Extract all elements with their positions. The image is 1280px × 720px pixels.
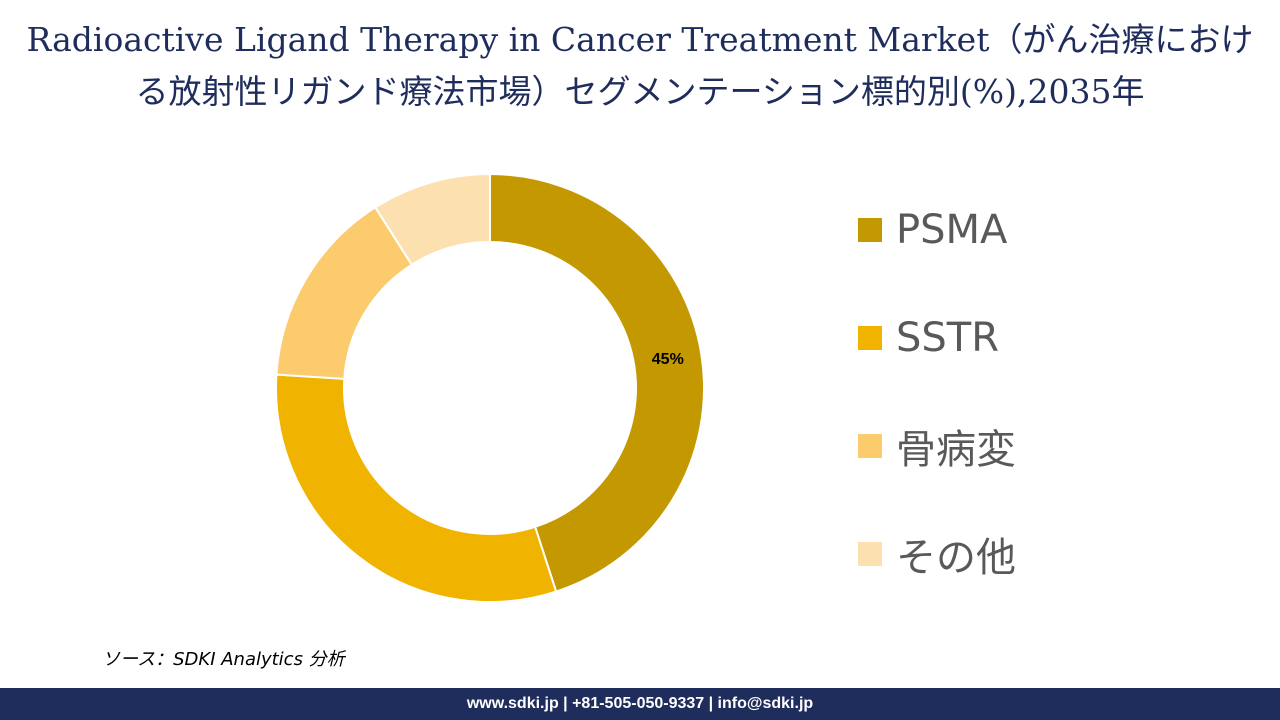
- legend-swatch-1: [858, 326, 882, 350]
- legend-swatch-3: [858, 542, 882, 566]
- legend-swatch-2: [858, 434, 882, 458]
- donut-slice-1: [275, 373, 558, 603]
- donut-slice-0: [489, 172, 705, 593]
- data-label-0: 45%: [652, 351, 684, 368]
- donut-slice-3: [373, 172, 491, 267]
- footer-contact-bar: www.sdki.jp | +81-505-050-9337 | info@sd…: [0, 688, 1280, 720]
- source-note: ソース：SDKI Analytics 分析: [102, 649, 345, 670]
- legend-item-3: その他: [858, 524, 1016, 584]
- legend-label-3: その他: [896, 535, 1016, 581]
- donut-chart-svg: 45%: [275, 172, 705, 603]
- legend-item-1: SSTR: [858, 308, 999, 368]
- chart-title: Radioactive Ligand Therapy in Cancer Tre…: [0, 14, 1280, 118]
- donut-chart: 45%: [262, 160, 718, 616]
- legend-label-0: PSMA: [896, 207, 1008, 253]
- chart-title-line1: Radioactive Ligand Therapy in Cancer Tre…: [26, 20, 1254, 59]
- legend-swatch-0: [858, 218, 882, 242]
- chart-title-line2: る放射性リガンド療法市場）セグメンテーション標的別(%),2035年: [135, 72, 1145, 111]
- legend-item-0: PSMA: [858, 200, 1007, 260]
- legend-label-2: 骨病変: [896, 427, 1016, 473]
- legend-label-1: SSTR: [896, 315, 1000, 361]
- legend-item-2: 骨病変: [858, 416, 1016, 476]
